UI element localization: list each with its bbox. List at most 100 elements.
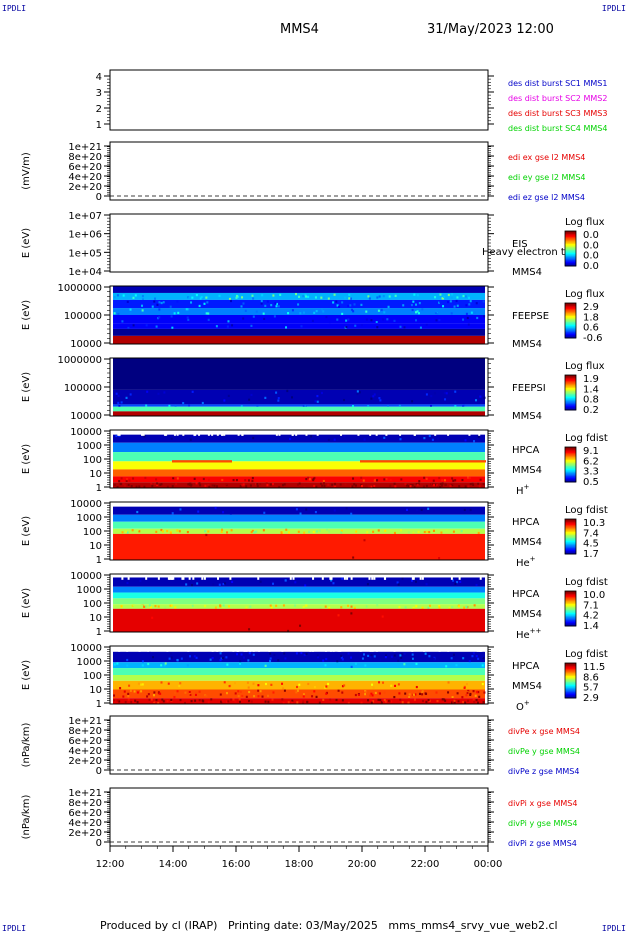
speck bbox=[463, 508, 466, 512]
speck bbox=[435, 319, 438, 322]
speck bbox=[454, 479, 457, 482]
speck bbox=[145, 324, 148, 327]
gap bbox=[249, 647, 252, 652]
y-tick-label: 1 bbox=[96, 120, 102, 131]
colorbar-segment bbox=[565, 258, 576, 261]
speck bbox=[348, 293, 351, 296]
speck bbox=[115, 392, 118, 395]
speck bbox=[364, 605, 367, 608]
speck bbox=[218, 294, 221, 297]
speck bbox=[409, 485, 412, 488]
speck bbox=[400, 478, 403, 481]
speck bbox=[155, 325, 158, 328]
speck bbox=[450, 312, 453, 315]
speck bbox=[227, 394, 230, 397]
speck bbox=[207, 318, 210, 321]
x-tick-label: 22:00 bbox=[411, 859, 440, 870]
colorbar-segment bbox=[565, 244, 576, 247]
speck bbox=[302, 693, 305, 696]
speck bbox=[235, 296, 238, 299]
plot-frame bbox=[109, 213, 489, 273]
speck bbox=[245, 695, 248, 698]
speck bbox=[215, 325, 218, 328]
speck bbox=[214, 606, 217, 609]
speck bbox=[291, 309, 294, 312]
band-6 bbox=[113, 476, 485, 483]
speck bbox=[390, 700, 393, 703]
colorbar-segment bbox=[565, 663, 576, 665]
gap bbox=[375, 431, 378, 436]
speck bbox=[477, 701, 480, 704]
speck bbox=[118, 404, 121, 408]
y-tick-label: 1 bbox=[96, 555, 102, 566]
colorbar-segment bbox=[565, 264, 576, 267]
colorbar-segment bbox=[565, 386, 576, 389]
instrument-label: FEEPSI bbox=[512, 383, 546, 394]
speck bbox=[462, 657, 465, 660]
speck bbox=[153, 482, 156, 486]
legend-entry: divPe z gse MMS4 bbox=[508, 767, 579, 776]
speck bbox=[473, 604, 476, 607]
speck bbox=[311, 319, 314, 322]
gap bbox=[484, 647, 487, 652]
colorbar-segment bbox=[565, 454, 576, 457]
speck bbox=[373, 479, 376, 482]
speck bbox=[130, 700, 133, 704]
gap bbox=[421, 575, 424, 580]
speck bbox=[451, 293, 454, 296]
speck bbox=[256, 404, 259, 408]
speck bbox=[239, 662, 242, 665]
speck bbox=[370, 699, 373, 702]
colorbar-segment bbox=[565, 375, 576, 377]
colorbar-segment bbox=[565, 324, 576, 327]
speck bbox=[115, 659, 118, 662]
speck bbox=[399, 438, 402, 441]
colorbar-segment bbox=[565, 595, 576, 598]
speck bbox=[483, 315, 486, 318]
speck bbox=[262, 529, 265, 532]
colorbar-segment bbox=[565, 317, 576, 320]
gap bbox=[330, 575, 333, 580]
band-2 bbox=[113, 586, 485, 593]
colorbar-tick-label: 0.6 bbox=[583, 323, 599, 334]
speck bbox=[144, 476, 147, 479]
legend-entry: divPi x gse MMS4 bbox=[508, 799, 577, 808]
y-axis-label: E (eV) bbox=[21, 660, 32, 690]
speck bbox=[204, 530, 207, 533]
speck bbox=[416, 508, 419, 512]
speck bbox=[290, 701, 293, 704]
speck bbox=[404, 482, 407, 486]
speck bbox=[238, 700, 241, 703]
speck bbox=[250, 531, 253, 534]
speck bbox=[122, 483, 125, 486]
speck bbox=[443, 698, 446, 701]
speck bbox=[389, 528, 392, 532]
speck bbox=[374, 311, 377, 315]
colorbar-segment bbox=[565, 680, 576, 683]
gap bbox=[181, 575, 184, 580]
speck bbox=[176, 690, 179, 693]
speck bbox=[291, 396, 294, 399]
speck bbox=[418, 301, 421, 305]
speck bbox=[478, 695, 481, 698]
speck bbox=[170, 604, 173, 607]
speck bbox=[316, 400, 319, 403]
gap bbox=[221, 431, 224, 436]
speck bbox=[235, 478, 238, 482]
speck bbox=[386, 318, 389, 321]
speck bbox=[219, 693, 222, 696]
speck bbox=[350, 612, 353, 615]
colorbar-segment bbox=[565, 687, 576, 690]
speck bbox=[166, 529, 169, 533]
speck bbox=[221, 656, 224, 660]
band-5 bbox=[113, 469, 485, 477]
colorbar-title: Log fdist bbox=[565, 433, 608, 444]
speck bbox=[353, 483, 356, 486]
speck bbox=[414, 580, 417, 583]
gap bbox=[450, 575, 453, 580]
colorbar-segment bbox=[565, 527, 576, 530]
speck bbox=[285, 528, 288, 531]
colorbar-segment bbox=[565, 303, 576, 305]
speck bbox=[277, 397, 280, 400]
speck bbox=[220, 657, 223, 660]
